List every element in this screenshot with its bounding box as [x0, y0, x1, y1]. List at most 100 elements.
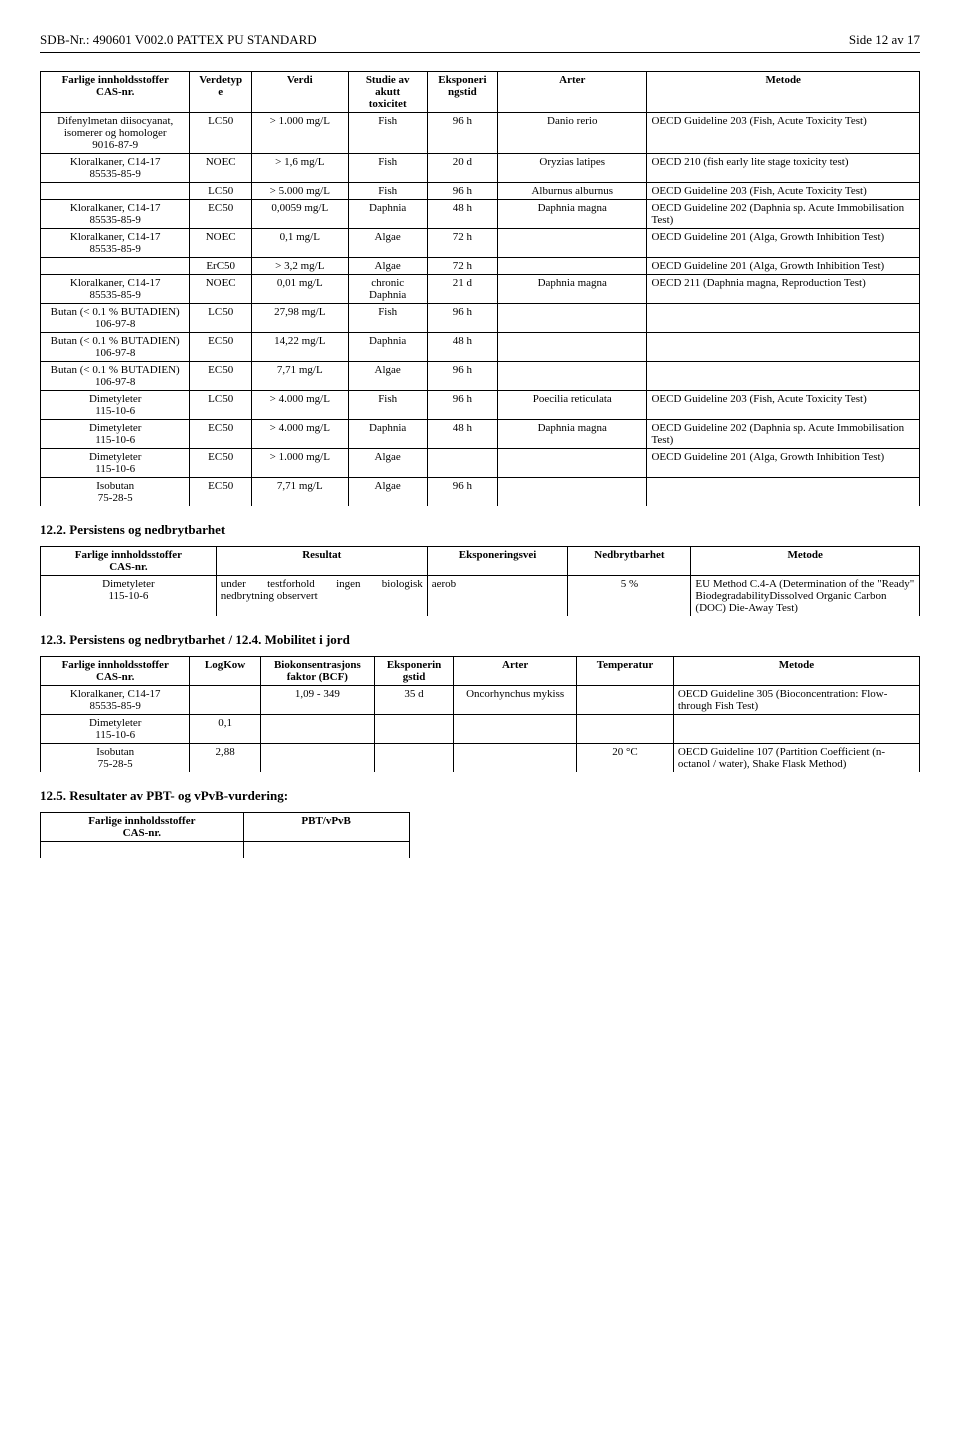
table-cell: LC50 — [190, 113, 252, 154]
header-rule — [40, 52, 920, 53]
table-cell: ErC50 — [190, 258, 252, 275]
table-cell — [498, 258, 647, 275]
table-cell: 2,88 — [190, 744, 260, 773]
table-cell — [41, 183, 190, 200]
table-cell — [427, 449, 497, 478]
table-cell: 48 h — [427, 420, 497, 449]
table-cell: OECD Guideline 107 (Partition Coefficien… — [673, 744, 919, 773]
table-row: Kloralkaner, C14-1785535-85-9EC500,0059 … — [41, 200, 920, 229]
table-cell — [498, 229, 647, 258]
table-cell: 0,01 mg/L — [251, 275, 348, 304]
table-cell — [41, 258, 190, 275]
table-cell: Dimetyleter115-10-6 — [41, 715, 190, 744]
column-header: Farlige innholdsstofferCAS-nr. — [41, 72, 190, 113]
table-cell — [577, 686, 674, 715]
table-cell: 72 h — [427, 258, 497, 275]
doc-id-title: SDB-Nr.: 490601 V002.0 PATTEX PU STANDAR… — [40, 32, 317, 48]
table-cell — [375, 715, 454, 744]
table-cell: OECD Guideline 201 (Alga, Growth Inhibit… — [647, 258, 920, 275]
table-cell: Algae — [348, 478, 427, 507]
table-cell: Kloralkaner, C14-1785535-85-9 — [41, 686, 190, 715]
table-cell: 48 h — [427, 333, 497, 362]
table-cell: 1,09 - 349 — [260, 686, 374, 715]
table-row: Butan (< 0.1 % BUTADIEN)106-97-8EC507,71… — [41, 362, 920, 391]
table-cell: OECD Guideline 203 (Fish, Acute Toxicity… — [647, 183, 920, 200]
table-cell: 20 °C — [577, 744, 674, 773]
table-cell: 21 d — [427, 275, 497, 304]
table-row: Kloralkaner, C14-1785535-85-9 1,09 - 3493… — [41, 686, 920, 715]
column-header: Verdi — [251, 72, 348, 113]
table-cell: Oryzias latipes — [498, 154, 647, 183]
pbt-table: Farlige innholdsstofferCAS-nr.PBT/vPvB — [40, 812, 410, 858]
column-header: PBT/vPvB — [243, 813, 409, 842]
table-cell: Dimetyleter115-10-6 — [41, 576, 217, 617]
table-cell: Daphnia magna — [498, 275, 647, 304]
table-cell: 96 h — [427, 391, 497, 420]
section-12-3: 12.3. Persistens og nedbrytbarhet / 12.4… — [40, 632, 920, 648]
table-cell: Difenylmetan diisocyanat,isomerer og hom… — [41, 113, 190, 154]
table-row: Kloralkaner, C14-1785535-85-9NOEC0,1 mg/… — [41, 229, 920, 258]
table-cell: chronicDaphnia — [348, 275, 427, 304]
table-row: Dimetyleter115-10-6under testforhold ing… — [41, 576, 920, 617]
table-cell: 14,22 mg/L — [251, 333, 348, 362]
table-cell: OECD Guideline 203 (Fish, Acute Toxicity… — [647, 391, 920, 420]
table-cell: > 1.000 mg/L — [251, 449, 348, 478]
table-cell: > 3,2 mg/L — [251, 258, 348, 275]
column-header: Temperatur — [577, 657, 674, 686]
table-cell: OECD Guideline 201 (Alga, Growth Inhibit… — [647, 449, 920, 478]
column-header: Resultat — [216, 547, 427, 576]
table-cell: 35 d — [375, 686, 454, 715]
table-cell: Fish — [348, 391, 427, 420]
table-cell — [647, 304, 920, 333]
table-cell: 96 h — [427, 113, 497, 154]
table-cell: Butan (< 0.1 % BUTADIEN)106-97-8 — [41, 333, 190, 362]
mobility-table: Farlige innholdsstofferCAS-nr.LogKowBiok… — [40, 656, 920, 772]
table-cell — [260, 715, 374, 744]
column-header: Metode — [647, 72, 920, 113]
table-cell: Alburnus alburnus — [498, 183, 647, 200]
table-cell: 0,1 mg/L — [251, 229, 348, 258]
table-cell: > 1,6 mg/L — [251, 154, 348, 183]
table-cell: > 4.000 mg/L — [251, 391, 348, 420]
table-cell — [673, 715, 919, 744]
table-cell: Isobutan75-28-5 — [41, 478, 190, 507]
column-header: Arter — [498, 72, 647, 113]
table-cell: 72 h — [427, 229, 497, 258]
table-cell — [498, 478, 647, 507]
table-cell: OECD Guideline 202 (Daphnia sp. Acute Im… — [647, 200, 920, 229]
table-cell — [41, 842, 244, 859]
table-cell: 20 d — [427, 154, 497, 183]
table-cell: Algae — [348, 229, 427, 258]
column-header: Eksponeringstid — [375, 657, 454, 686]
table-cell: 27,98 mg/L — [251, 304, 348, 333]
table-row: Butan (< 0.1 % BUTADIEN)106-97-8LC5027,9… — [41, 304, 920, 333]
table-cell: NOEC — [190, 275, 252, 304]
column-header: Arter — [454, 657, 577, 686]
column-header: Biokonsentrasjonsfaktor (BCF) — [260, 657, 374, 686]
table-cell: aerob — [427, 576, 568, 617]
table-cell: > 4.000 mg/L — [251, 420, 348, 449]
table-cell: > 1.000 mg/L — [251, 113, 348, 154]
table-row: Kloralkaner, C14-1785535-85-9NOEC0,01 mg… — [41, 275, 920, 304]
table-cell: EC50 — [190, 333, 252, 362]
table-cell: EC50 — [190, 478, 252, 507]
table-cell: Dimetyleter115-10-6 — [41, 391, 190, 420]
table-cell: Daphnia — [348, 420, 427, 449]
table-cell: 96 h — [427, 362, 497, 391]
persistence-table: Farlige innholdsstofferCAS-nr.ResultatEk… — [40, 546, 920, 616]
column-header: Eksponeringstid — [427, 72, 497, 113]
table-cell — [647, 478, 920, 507]
table-cell: NOEC — [190, 154, 252, 183]
section-12-2: 12.2. Persistens og nedbrytbarhet — [40, 522, 920, 538]
table-row: Dimetyleter115-10-60,1 — [41, 715, 920, 744]
table-cell: Fish — [348, 113, 427, 154]
table-cell: under testforhold ingen biologisk nedbry… — [216, 576, 427, 617]
table-row: Isobutan75-28-52,8820 °COECD Guideline 1… — [41, 744, 920, 773]
table-cell — [577, 715, 674, 744]
table-cell — [190, 686, 260, 715]
table-row: Kloralkaner, C14-1785535-85-9NOEC> 1,6 m… — [41, 154, 920, 183]
table-cell: > 5.000 mg/L — [251, 183, 348, 200]
table-cell: LC50 — [190, 183, 252, 200]
table-cell: Daphnia — [348, 333, 427, 362]
column-header: Studie avakutttoxicitet — [348, 72, 427, 113]
